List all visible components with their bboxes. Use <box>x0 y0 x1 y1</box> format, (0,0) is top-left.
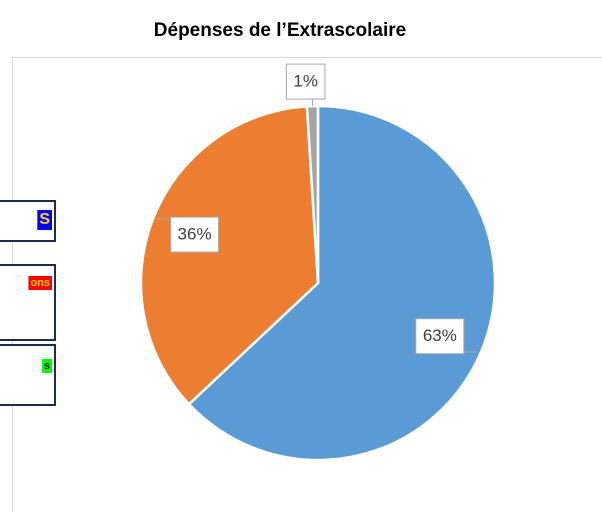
side-box-highlight <box>37 210 52 230</box>
data-label-box <box>170 216 220 253</box>
chart-title: Dépenses de l’Extrascolaire <box>154 20 406 41</box>
side-box-text: ons <box>30 277 50 289</box>
data-label: 63% <box>423 326 457 345</box>
side-box-text: s <box>44 360 50 372</box>
data-label-box <box>415 318 465 355</box>
side-box-text: S <box>39 211 50 228</box>
side-box-highlight <box>41 359 52 373</box>
side-box <box>0 200 56 242</box>
side-box <box>0 344 56 406</box>
data-label-box <box>285 63 326 100</box>
data-label: 1% <box>293 72 318 91</box>
side-box-highlight <box>28 276 52 290</box>
pie-slice <box>139 105 320 406</box>
pie-slice <box>187 104 497 462</box>
data-label: 36% <box>178 225 212 244</box>
